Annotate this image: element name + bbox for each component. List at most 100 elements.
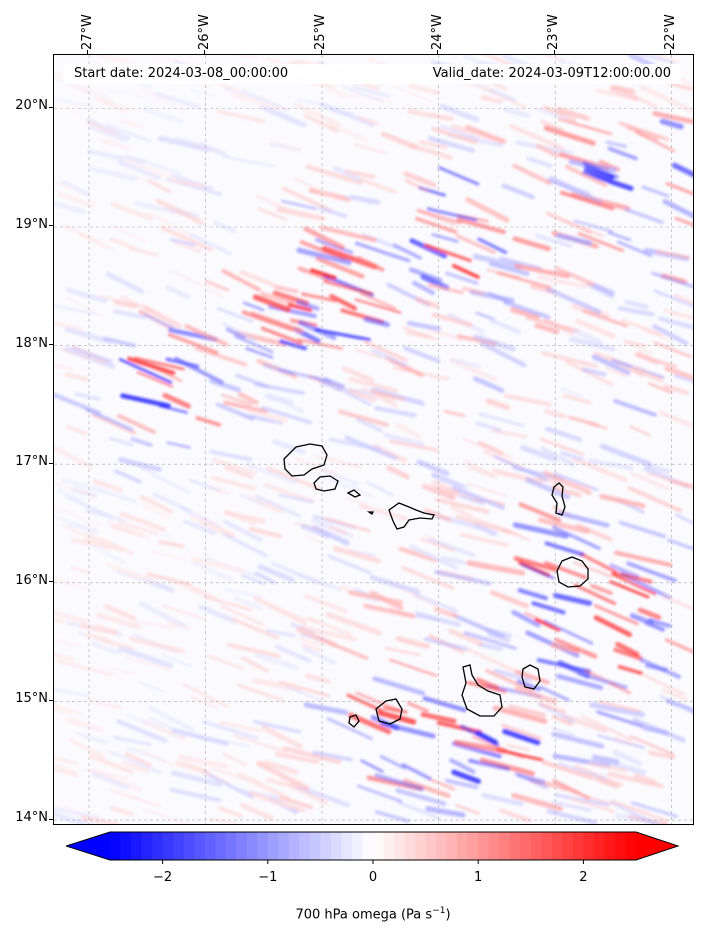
omega-wave-streak (551, 714, 573, 726)
omega-wave-streak (543, 619, 594, 645)
omega-wave-streak (54, 763, 78, 775)
omega-wave-streak (208, 817, 238, 824)
omega-field-map (54, 55, 693, 824)
omega-wave-streak (328, 525, 348, 536)
omega-wave-streak (507, 704, 547, 718)
omega-wave-streak (462, 437, 513, 460)
omega-wave-streak (106, 562, 146, 581)
omega-wave-streak (162, 392, 191, 409)
omega-wave-streak (120, 393, 171, 409)
omega-wave-streak (403, 346, 441, 363)
omega-wave-streak (223, 587, 263, 599)
omega-wave-streak (54, 321, 84, 331)
colorbar-cell (625, 832, 637, 860)
omega-wave-streak (398, 546, 438, 563)
omega-wave-streak (262, 482, 315, 504)
omega-wave-streak (59, 77, 116, 105)
omega-wave-streak (552, 592, 593, 606)
omega-wave-streak (191, 556, 245, 574)
omega-wave-streak (416, 459, 450, 477)
omega-wave-streak (499, 808, 532, 823)
omega-wave-streak (139, 494, 174, 515)
omega-wave-streak (414, 592, 458, 613)
omega-wave-streak (475, 677, 500, 691)
omega-wave-streak (573, 219, 614, 233)
omega-wave-streak (356, 417, 383, 433)
omega-wave-streak (620, 318, 663, 337)
omega-wave-streak (124, 751, 153, 768)
start-date-label: Start date: 2024-03-08_00:00:00 (74, 66, 289, 81)
colorbar-cell (593, 832, 606, 860)
omega-wave-streak (91, 55, 127, 66)
omega-wave-streak (500, 723, 542, 741)
omega-wave-streak (613, 647, 643, 661)
omega-wave-streak (239, 270, 276, 287)
omega-wave-streak (472, 376, 505, 393)
omega-wave-streak (581, 367, 607, 377)
omega-wave-streak (475, 421, 502, 432)
omega-wave-streak (303, 226, 345, 250)
colorbar-tick-label: 2 (579, 870, 588, 885)
omega-wave-streak (302, 646, 337, 665)
omega-wave-streak (298, 637, 322, 647)
omega-wave-streak (644, 620, 666, 632)
omega-wave-streak (143, 305, 182, 329)
omega-wave-streak (572, 457, 628, 483)
omega-wave-streak (128, 636, 186, 654)
omega-wave-streak (560, 387, 584, 398)
omega-wave-streak (467, 648, 519, 674)
longitude-label: 23°W (546, 14, 562, 50)
omega-wave-streak (404, 179, 430, 193)
latitude-tick (49, 462, 53, 464)
omega-wave-streak (54, 363, 73, 371)
omega-wave-streak (195, 416, 222, 427)
omega-wave-streak (64, 326, 113, 345)
omega-wave-streak (160, 225, 214, 252)
island-branco (366, 511, 375, 515)
omega-wave-streak (54, 652, 75, 662)
omega-wave-streak (662, 199, 693, 219)
omega-wave-streak (554, 793, 610, 807)
coastlines (283, 443, 589, 728)
omega-wave-streak (559, 450, 584, 462)
omega-wave-streak (508, 123, 565, 151)
omega-wave-streak (472, 253, 523, 270)
colorbar-label-end: ) (445, 907, 451, 923)
omega-wave-streak (526, 156, 553, 169)
omega-wave-streak (266, 777, 302, 791)
omega-wave-streak (591, 354, 631, 375)
omega-wave-streak (158, 539, 185, 549)
omega-wave-streak (300, 292, 338, 303)
omega-wave-streak (370, 348, 408, 368)
omega-wave-streak (54, 514, 99, 534)
omega-wave-streak (332, 546, 382, 564)
omega-wave-streak (545, 211, 592, 234)
omega-wave-streak (148, 706, 196, 733)
omega-wave-streak (223, 400, 268, 414)
colorbar-tick-label: −1 (258, 870, 278, 885)
omega-wave-streak (612, 749, 643, 767)
omega-wave-streak (630, 801, 678, 818)
omega-wave-streak (501, 183, 535, 200)
omega-wave-streak (280, 199, 318, 210)
omega-wave-streak (294, 571, 342, 592)
omega-wave-streak (543, 125, 596, 146)
omega-wave-streak (423, 508, 452, 522)
colorbar-cell (236, 832, 248, 860)
colorbar-cell (351, 832, 364, 860)
colorbar-cell (330, 832, 343, 860)
omega-wave-streak (54, 575, 84, 590)
omega-wave-streak (78, 233, 116, 252)
omega-wave-streak (106, 123, 152, 143)
omega-wave-streak (259, 291, 295, 306)
island-santo-antao (283, 443, 328, 477)
omega-wave-streak (544, 561, 588, 580)
omega-wave-streak (241, 656, 269, 673)
omega-wave-streak (359, 503, 409, 522)
omega-wave-streak (659, 118, 684, 130)
omega-wave-streak (519, 445, 558, 463)
omega-wave-streak (138, 681, 164, 693)
colorbar-cell (499, 832, 511, 860)
omega-wave-streak (155, 198, 205, 226)
omega-wave-streak (107, 788, 161, 808)
